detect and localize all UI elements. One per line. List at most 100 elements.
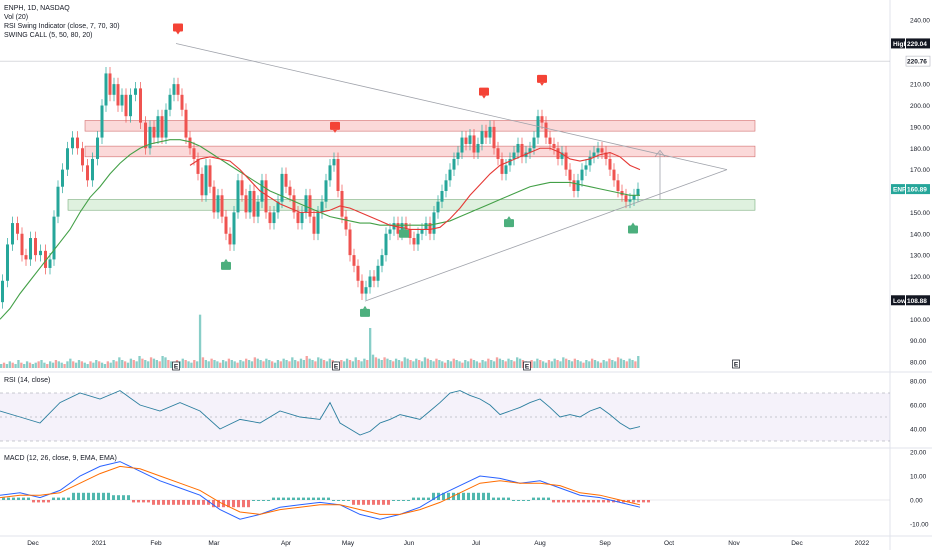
volume-bar xyxy=(596,361,600,368)
candle-body xyxy=(564,152,568,170)
volume-bar xyxy=(484,361,487,368)
volume-bar xyxy=(247,360,251,368)
volume-bar xyxy=(351,361,355,368)
swing-call-indicator-label[interactable]: SWING CALL (5, 50, 80, 20) xyxy=(4,32,93,39)
candle-body xyxy=(468,135,472,144)
candle-body xyxy=(404,223,408,230)
volume-bar xyxy=(126,362,130,368)
macd-histogram-bar xyxy=(597,500,600,503)
macd-histogram-bar xyxy=(182,500,185,505)
macd-histogram-bar xyxy=(47,500,50,503)
volume-bar xyxy=(219,362,222,368)
candle-body xyxy=(608,158,612,170)
macd-histogram-bar xyxy=(22,497,25,500)
volume-bar xyxy=(565,358,568,368)
candle-body xyxy=(416,233,420,245)
volume-bar xyxy=(490,360,493,368)
candle-body xyxy=(248,191,252,213)
candle-body xyxy=(304,195,308,213)
rsi-tick-label: 60.00 xyxy=(910,403,927,410)
volume-bar xyxy=(498,358,502,368)
candle-body xyxy=(536,116,540,138)
volume-bar xyxy=(579,361,582,368)
volume-bar xyxy=(328,358,331,368)
volume-bar xyxy=(89,361,92,368)
candle-body xyxy=(272,212,276,224)
candle-body xyxy=(216,195,220,213)
macd-histogram-bar xyxy=(467,492,470,500)
candle-body xyxy=(212,186,216,213)
macd-histogram-bar xyxy=(562,500,565,503)
candle-body xyxy=(200,173,204,196)
candle-body xyxy=(476,143,480,153)
zone-0 xyxy=(84,120,756,132)
candle-body xyxy=(184,109,188,138)
candle-body xyxy=(384,233,388,256)
macd-legend[interactable]: MACD (12, 26, close, 9, EMA, EMA) xyxy=(4,455,117,462)
candle-body xyxy=(604,152,608,159)
volume-bar xyxy=(547,360,551,368)
volume-bar xyxy=(340,360,343,368)
candle-body xyxy=(120,94,124,106)
macd-histogram-bar xyxy=(417,497,420,500)
ma-red-line xyxy=(189,147,641,231)
candle-body xyxy=(452,158,456,170)
candle-body xyxy=(628,199,632,202)
macd-histogram-bar xyxy=(402,500,405,501)
macd-histogram-bar xyxy=(517,500,520,501)
volume-bar xyxy=(386,358,389,368)
candle-body xyxy=(540,116,544,123)
volume-bar xyxy=(360,361,363,368)
volume-bar xyxy=(403,357,406,368)
candle-body xyxy=(56,186,60,217)
volume-bar xyxy=(461,362,464,368)
volume-bar xyxy=(521,360,525,368)
candle-body xyxy=(372,276,376,281)
earnings-marker xyxy=(172,361,180,371)
candle-body xyxy=(134,88,137,95)
rsi-swing-indicator-label[interactable]: RSI Swing Indicator (close, 7, 70, 30) xyxy=(4,23,120,30)
macd-histogram-bar xyxy=(632,500,635,503)
volume-bar xyxy=(28,362,32,368)
candle-body xyxy=(288,186,292,196)
volume-bar xyxy=(325,361,329,368)
candle-body xyxy=(312,216,316,234)
macd-histogram-bar xyxy=(647,500,650,503)
macd-histogram-bar xyxy=(122,495,125,500)
candle-body xyxy=(152,126,156,138)
macd-histogram-bar xyxy=(272,497,275,500)
volume-bar xyxy=(193,360,196,368)
volume-bar xyxy=(196,361,199,368)
volume-bar xyxy=(550,361,553,368)
macd-histogram-bar xyxy=(212,500,215,508)
macd-histogram-bar xyxy=(617,500,620,503)
candle-body xyxy=(576,180,580,191)
volume-bar xyxy=(418,360,421,368)
macd-histogram-bar xyxy=(542,497,545,500)
zone-2 xyxy=(67,199,756,211)
macd-histogram-bar xyxy=(257,500,260,501)
candle-body xyxy=(39,250,42,256)
volume-bar xyxy=(510,360,513,368)
candle-body xyxy=(20,233,24,256)
candle-body xyxy=(532,137,536,149)
macd-histogram-bar xyxy=(502,497,505,500)
earnings-marker xyxy=(732,359,740,369)
macd-histogram-bar xyxy=(327,497,330,500)
price-tick-label: 140.00 xyxy=(910,231,930,238)
price-tick-label: 130.00 xyxy=(910,253,930,260)
macd-histogram-bar xyxy=(382,500,385,505)
volume-bar xyxy=(481,360,484,368)
symbol-line[interactable]: ENPH, 1D, NASDAQ xyxy=(4,5,70,12)
vol-indicator-label[interactable]: Vol (20) xyxy=(4,14,29,21)
volume-bar xyxy=(2,362,6,368)
macd-histogram-bar xyxy=(247,500,250,508)
macd-histogram-bar xyxy=(17,497,20,500)
volume-bar xyxy=(495,357,499,368)
rsi-legend[interactable]: RSI (14, close) xyxy=(4,377,51,384)
candle-body xyxy=(464,137,468,144)
volume-bar xyxy=(239,360,242,368)
volume-bar xyxy=(389,360,392,368)
candle-body xyxy=(612,169,616,181)
